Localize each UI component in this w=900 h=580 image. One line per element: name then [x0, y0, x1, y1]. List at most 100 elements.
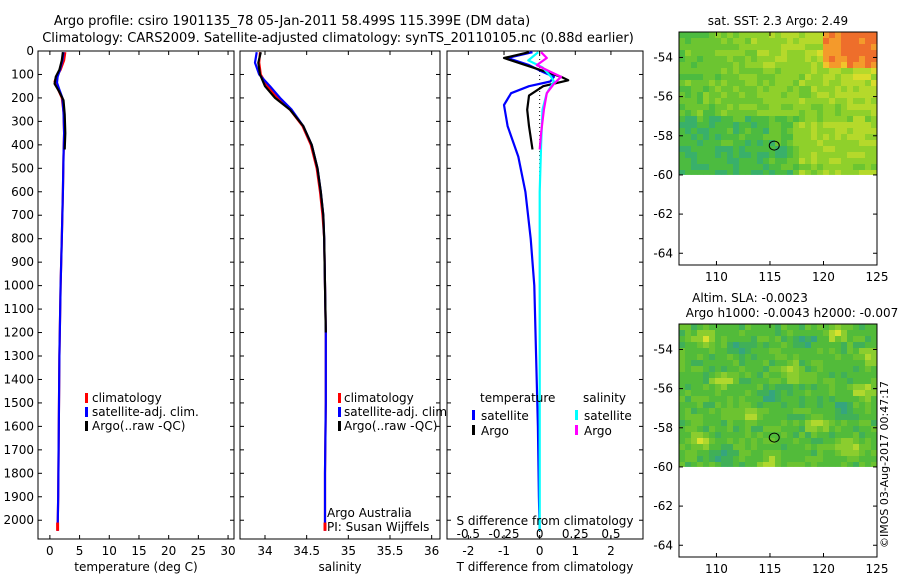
sla_map-cell	[727, 396, 734, 403]
sla_map-cell	[727, 462, 734, 467]
sst_map-cell	[829, 164, 836, 171]
sla_map-cell	[841, 414, 848, 421]
sst_map-cell	[781, 152, 788, 159]
sla_map-cell	[697, 402, 704, 409]
sla_map-cell	[853, 456, 860, 463]
sla_map-cell	[847, 450, 854, 457]
sla_map-cell	[811, 384, 818, 391]
sla_map-cell	[817, 450, 824, 457]
sla_map-cell	[853, 390, 860, 397]
sst_map-cell	[721, 32, 728, 39]
sla_map-cell	[829, 444, 836, 451]
sst_map-cell	[799, 146, 806, 153]
sla_map-cell	[757, 456, 764, 463]
sla_map-cell	[799, 336, 806, 343]
temperature-xlabel: temperature (deg C)	[74, 560, 197, 574]
temperature-ytick-label: 200	[11, 91, 34, 105]
sla_map-cell	[745, 444, 752, 451]
sla_map-cell	[763, 426, 770, 433]
sst_map-cell	[871, 80, 878, 87]
sst_map-cell	[709, 80, 716, 87]
sst_map-cell	[775, 32, 782, 39]
sst_map-cell	[787, 68, 794, 75]
sst_map-cell	[679, 74, 686, 81]
sla_map-cell	[787, 444, 794, 451]
sla_map-cell	[793, 366, 800, 373]
sst_map-cell	[775, 56, 782, 63]
sla_map-cell	[685, 408, 692, 415]
sst_map-cell	[679, 86, 686, 93]
sla_map-cell	[679, 378, 686, 385]
sla_map-cell	[739, 360, 746, 367]
sla_map-cell	[847, 444, 854, 451]
sst_map-ytick-label: -62	[653, 207, 673, 221]
sla_map-cell	[733, 330, 740, 337]
sst_map-cell	[697, 116, 704, 123]
sst_map-cell	[859, 62, 866, 69]
sst_map-cell	[739, 116, 746, 123]
sst_map-cell	[721, 62, 728, 69]
sst_map-cell	[823, 122, 830, 129]
sst_map-cell	[733, 74, 740, 81]
sla_map-cell	[763, 456, 770, 463]
sst_map-cell	[793, 56, 800, 63]
sla_map-cell	[793, 384, 800, 391]
sla_map-cell	[679, 456, 686, 463]
sst_map-cell	[811, 122, 818, 129]
sst_map-cell	[823, 140, 830, 147]
sla_map-cell	[721, 360, 728, 367]
sst_map-cell	[733, 140, 740, 147]
sst_map-cell	[697, 146, 704, 153]
sst_map-cell	[799, 170, 806, 175]
sla_map-cell	[829, 384, 836, 391]
sst_map-cell	[835, 68, 842, 75]
sla_map-cell	[769, 330, 776, 337]
sla_map-cell	[709, 450, 716, 457]
sla_map-cell	[703, 414, 710, 421]
sla_map-cell	[823, 324, 830, 331]
sla_map-cell	[691, 372, 698, 379]
sst_map-cell	[757, 104, 764, 111]
sla_map-cell	[709, 438, 716, 445]
sst_map-cell	[769, 128, 776, 135]
sst_map-cell	[769, 134, 776, 141]
sla_map-cell	[715, 432, 722, 439]
sst_map-cell	[817, 56, 824, 63]
sla_map-cell	[793, 462, 800, 467]
sla_map-cell	[685, 354, 692, 361]
sla_map-cell	[745, 426, 752, 433]
sla_map-cell	[799, 426, 806, 433]
sla_map-cell	[775, 378, 782, 385]
sst_map-cell	[805, 134, 812, 141]
sla_map-cell	[709, 444, 716, 451]
sst_map-cell	[823, 86, 830, 93]
sla_map-cell	[691, 402, 698, 409]
sst_map-cell	[787, 152, 794, 159]
sst_map-cell	[787, 170, 794, 175]
sla_map-cell	[709, 372, 716, 379]
sst_map-cell	[871, 68, 878, 75]
sla_map-cell	[823, 432, 830, 439]
sla_map-cell	[829, 324, 836, 331]
sst_map-cell	[847, 122, 854, 129]
sla_map-cell	[853, 438, 860, 445]
sla_map-cell	[769, 456, 776, 463]
sla_map-cell	[721, 420, 728, 427]
sla_map-cell	[685, 426, 692, 433]
sst_map-cell	[847, 170, 854, 175]
salinity-bottom-marker	[323, 522, 327, 531]
sst_map-cell	[775, 170, 782, 175]
sla_map-ytick-label: -56	[653, 382, 673, 396]
sla_map-cell	[757, 348, 764, 355]
sla_map-cell	[721, 402, 728, 409]
sla_map-cell	[685, 366, 692, 373]
sla_map-cell	[859, 372, 866, 379]
sla_map-ytick-label: -60	[653, 460, 673, 474]
sst_map-cell	[811, 116, 818, 123]
sla_map-cell	[763, 372, 770, 379]
sla_map-cell	[703, 348, 710, 355]
sla_map-cell	[751, 390, 758, 397]
sla_map-cell	[835, 444, 842, 451]
sla_map-cell	[679, 414, 686, 421]
sst_map-cell	[703, 92, 710, 99]
